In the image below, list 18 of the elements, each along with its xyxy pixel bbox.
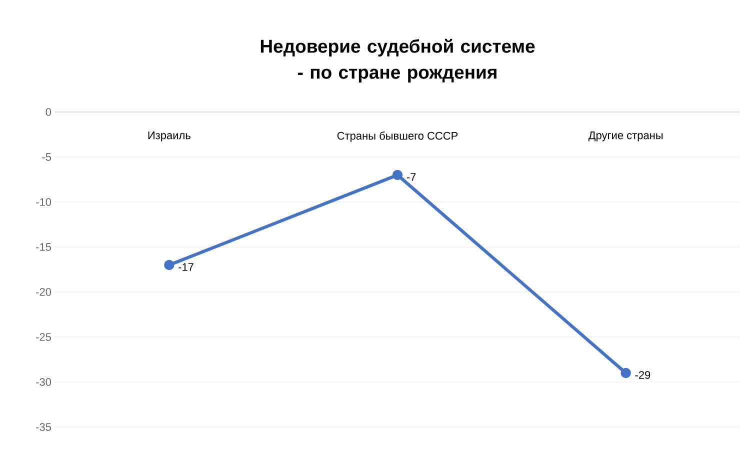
x-tick-label: Страны бывшего СССР	[337, 132, 458, 142]
y-tick-label: -30	[36, 378, 52, 386]
point	[392, 170, 403, 180]
y-tick-label: -5	[42, 153, 52, 161]
x-tick-label: Другие страны	[588, 132, 663, 142]
data-label: -17	[178, 263, 194, 271]
y-tick-label: -20	[36, 288, 52, 296]
y-tick-label: -15	[36, 243, 52, 251]
x-tick-label: Израиль	[148, 132, 190, 142]
y-tick-label: 0	[46, 108, 52, 116]
point	[164, 260, 174, 270]
y-tick-label: -35	[36, 423, 52, 431]
data-label: -7	[406, 173, 416, 181]
point	[620, 368, 631, 378]
chart-title: Недоверие судебной системе - по стране рождения	[260, 38, 535, 83]
data-label: -29	[635, 371, 650, 379]
y-tick-label: -10	[36, 198, 52, 206]
y-tick-label: -25	[36, 333, 52, 341]
